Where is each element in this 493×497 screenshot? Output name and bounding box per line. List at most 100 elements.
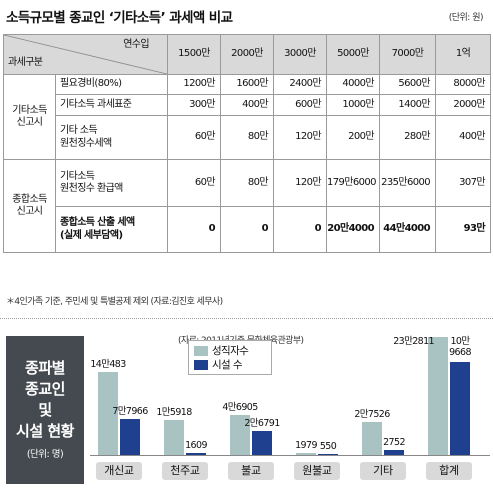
bar-clergy: [296, 453, 316, 455]
row-item-label: 기타소득 과세표준: [55, 94, 168, 116]
chart-title-line: 및: [38, 401, 52, 419]
bar-value-label: 2만6791: [244, 418, 280, 429]
table-cell: 1000만: [326, 94, 380, 116]
table-cell: 44만4000: [379, 206, 436, 253]
row-item-label: 기타소득 원천징수 환급액: [55, 159, 168, 207]
bar-value-label: 14만483: [90, 359, 126, 370]
column-header: 1500만: [167, 34, 221, 75]
bar-facility: [384, 450, 404, 455]
row-item-line: 필요경비(80%): [60, 78, 122, 90]
table-cell: 0: [220, 206, 274, 253]
column-header: 2000만: [220, 34, 274, 75]
bar-facility: [450, 362, 470, 455]
bar-value-label: 2752: [383, 437, 405, 448]
unit-note: (단위: 원): [448, 13, 484, 23]
group-label-line: 신고시: [16, 117, 43, 128]
category-label: 원불교: [294, 462, 340, 480]
column-header: 7000만: [379, 34, 436, 75]
column-header: 3000만: [273, 34, 327, 75]
chart-title-box: 종파별 종교인 및 시설 현황 (단위: 명): [6, 336, 84, 484]
corner-top-label: 연수입: [123, 39, 149, 50]
row-item-label: 필요경비(80%): [55, 74, 168, 95]
table-cell: 280만: [379, 115, 436, 160]
table-cell: 300만: [167, 94, 221, 116]
group-label: 종합소득 신고시: [3, 159, 56, 253]
category-label: 합계: [426, 462, 472, 480]
chart-title-line: 종파별: [25, 359, 65, 377]
chart-title-line: 시설 현황: [16, 422, 74, 440]
bar-clergy: [428, 337, 448, 455]
table-cell: 400만: [220, 94, 274, 116]
table-cell: 8000만: [435, 74, 491, 95]
bar-facility: [120, 419, 140, 455]
table-cell: 93만: [435, 206, 491, 253]
legend-swatch: [194, 346, 208, 356]
row-item-line: 기타 소득: [60, 125, 98, 136]
corner-bottom-label: 과세구분: [8, 56, 43, 68]
bar-value-label: 1만5918: [156, 407, 192, 418]
bar-clergy: [164, 420, 184, 455]
table-row: 기타소득 신고시 필요경비(80%) 1200만 1600만 2400만 4000만 5600…: [3, 74, 491, 160]
bar-chart: 14만483 7만7966 개신교 1만5918 1609 천주교 4만6905 2만6791…: [90, 330, 490, 495]
row-item-line: 기타소득 과세표준: [60, 98, 132, 110]
table-cell: 200만: [326, 115, 380, 160]
group-label-line: 신고시: [16, 206, 43, 217]
chart-title-line: 종교인: [25, 380, 65, 398]
legend-item: 성직자수: [194, 344, 266, 358]
table-cell: 20만4000: [326, 206, 380, 253]
group-label-line: 기타소득: [12, 104, 47, 116]
bar-value-label: 1979: [295, 440, 317, 451]
table-row: 종합소득 산출 세액 (실제 세부담액) 0 0 0 20만4000 44만4000 93만: [4, 206, 491, 253]
row-item-label: 기타 소득 원천징수세액: [55, 115, 168, 160]
column-header: 1억: [435, 34, 491, 75]
category-label: 천주교: [162, 462, 208, 480]
bar-clergy: [98, 372, 118, 455]
category-label: 개신교: [96, 462, 142, 480]
bar-value-label: 7만7966: [112, 406, 148, 417]
chart-unit: (단위: 명): [26, 449, 64, 460]
legend-label: 시설 수: [212, 359, 243, 371]
bar-value-label: 2만7526: [354, 409, 390, 420]
bar-value-label: 550: [319, 441, 337, 452]
bar-facility: [252, 431, 272, 455]
row-item-line: 종합소득 산출 세액: [60, 217, 135, 228]
table-cell: 235만6000: [379, 159, 436, 207]
row-item-line: 기타소득: [60, 170, 95, 182]
table-row: 기타소득 과세표준 300만 400만 600만 1000만 1400만 2000만: [4, 94, 491, 116]
column-header: 5000만: [326, 34, 380, 75]
table-cell: 179만6000: [326, 159, 380, 207]
bar-clergy: [362, 422, 382, 455]
table-cell: 400만: [435, 115, 491, 160]
table-cell: 307만: [435, 159, 491, 207]
table-cell: 1200만: [167, 74, 221, 95]
table-cell: 2000만: [435, 94, 491, 116]
table-cell: 0: [273, 206, 327, 253]
table-row: 종합소득 신고시 기타소득 원천징수 환급액 60만 80만 120만 179만6000 235…: [3, 159, 491, 253]
table-cell: 4000만: [326, 74, 380, 95]
bar-facility: [186, 453, 206, 455]
legend-label: 성직자수: [212, 345, 249, 357]
legend-swatch: [194, 360, 208, 370]
bar-value-label: 4만6905: [222, 402, 258, 413]
table-cell: 0: [167, 206, 221, 253]
group-label: 기타소득 신고시: [3, 74, 56, 160]
table-cell: 600만: [273, 94, 327, 116]
footnote: ＊4인가족 기준, 주민세 및 특별공제 제외 (자료:김진호 세무사): [6, 297, 223, 307]
page-title: 소득규모별 종교인 ‘기타소득’ 과세액 비교: [6, 10, 233, 26]
table-cell: 60만: [167, 115, 221, 160]
table-cell: 5600만: [379, 74, 436, 95]
table-cell: 80만: [220, 115, 274, 160]
section-divider: [0, 318, 493, 319]
table-cell: 1600만: [220, 74, 274, 95]
row-item-line: 원천징수세액: [60, 137, 112, 149]
table-cell: 80만: [220, 159, 274, 207]
table-cell: 60만: [167, 159, 221, 207]
row-item-line: 원천징수 환급액: [60, 183, 123, 194]
category-label: 기타: [360, 462, 406, 480]
legend-item: 시설 수: [194, 358, 266, 372]
table-cell: 1400만: [379, 94, 436, 116]
tax-table: 연수입 과세구분 1500만 2000만 3000만 5000만 7000만 1억 기타소득 신고…: [3, 34, 491, 253]
table-row: 기타 소득 원천징수세액 60만 80만 120만 200만 280만 400만: [4, 115, 491, 160]
table-cell: 120만: [273, 159, 327, 207]
table-cell: 120만: [273, 115, 327, 160]
